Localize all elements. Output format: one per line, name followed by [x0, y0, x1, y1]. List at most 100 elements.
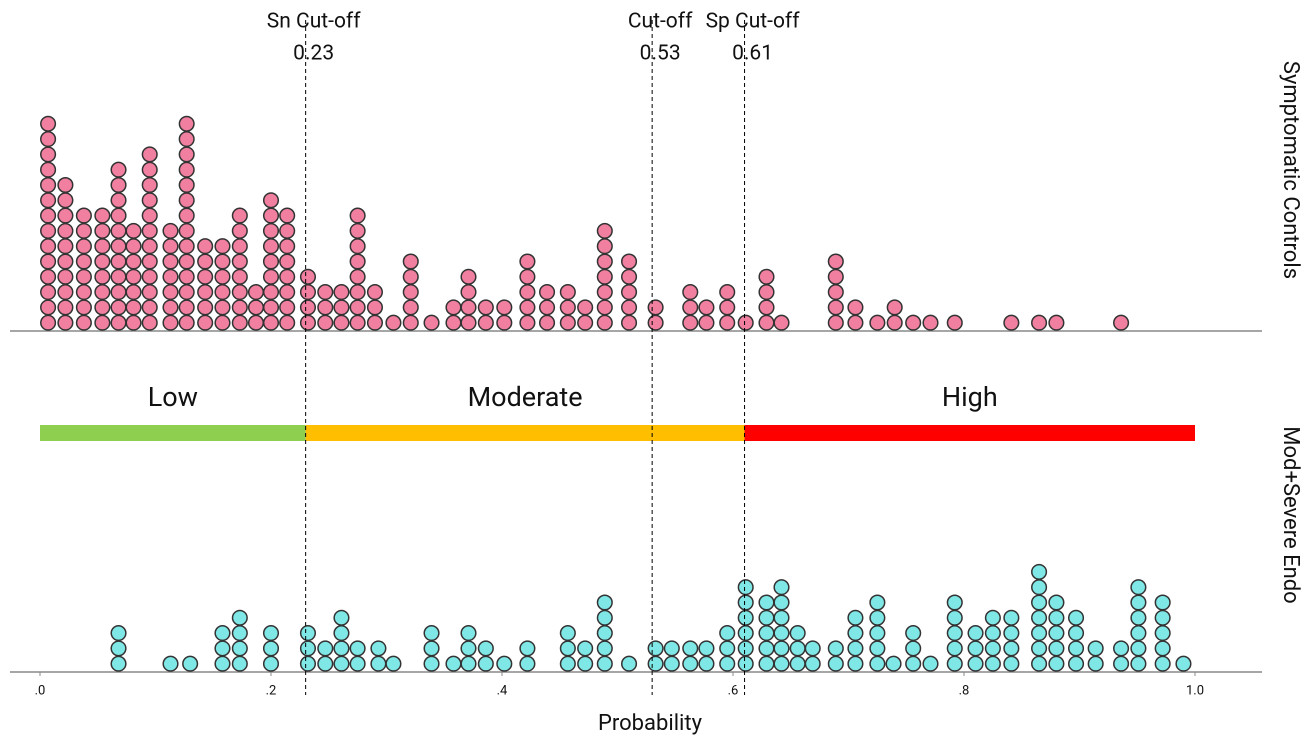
dot: [773, 594, 790, 611]
dot: [299, 284, 317, 301]
dot: [247, 314, 265, 331]
series-label: Mod+Severe Endo: [1278, 426, 1303, 603]
dot: [737, 579, 754, 596]
dot: [647, 314, 664, 331]
dot: [57, 268, 74, 285]
dot: [57, 176, 74, 194]
dot: [827, 284, 844, 301]
dot: [596, 284, 613, 301]
dot: [847, 625, 864, 642]
dot: [178, 192, 195, 209]
dot: [922, 314, 939, 331]
dot: [262, 314, 280, 331]
x-tick-label: .0: [35, 683, 46, 698]
dot: [402, 299, 419, 316]
dot: [1048, 655, 1065, 672]
dot: [299, 299, 317, 316]
dot: [349, 655, 366, 672]
dot: [538, 299, 556, 316]
dot: [758, 594, 775, 611]
x-tick-label: .2: [266, 683, 277, 698]
dot: [445, 299, 462, 316]
dot: [647, 299, 664, 316]
dot: [577, 299, 594, 316]
dot: [1031, 609, 1048, 626]
dot: [402, 253, 419, 270]
dot: [162, 314, 179, 331]
cutoff-value: 0.23: [293, 42, 334, 66]
risk-band: [744, 425, 1195, 441]
dot: [1067, 625, 1085, 642]
dot: [333, 314, 350, 331]
band-label: Low: [148, 381, 198, 413]
dot: [40, 222, 57, 239]
dot: [214, 284, 231, 301]
dot: [621, 268, 638, 285]
dot: [317, 655, 334, 672]
dot: [349, 640, 366, 657]
cutoff-value: 0.53: [640, 42, 681, 66]
dot: [349, 253, 366, 270]
dot: [110, 314, 127, 331]
dot: [559, 314, 576, 331]
dot: [445, 655, 462, 672]
dot: [737, 594, 754, 611]
dot: [773, 640, 790, 657]
dot: [1130, 655, 1147, 672]
dot: [869, 314, 886, 331]
dot: [40, 176, 57, 194]
dot: [847, 609, 864, 626]
dot: [262, 625, 280, 642]
dot: [946, 609, 963, 626]
dot: [758, 284, 775, 301]
dot: [110, 284, 127, 301]
dot: [279, 222, 296, 239]
dot: [262, 238, 280, 255]
x-tick-label: .4: [497, 683, 508, 698]
dot: [1130, 625, 1147, 642]
dot: [141, 284, 158, 301]
dot: [519, 314, 536, 331]
dot: [75, 284, 92, 301]
dot: [94, 299, 111, 316]
dot: [519, 640, 536, 657]
dot: [231, 222, 248, 239]
dot: [682, 284, 699, 301]
dot: [279, 268, 296, 285]
dot: [596, 299, 613, 316]
cutoff-name: Sp Cut-off: [706, 10, 801, 34]
x-tick-label: .6: [728, 683, 739, 698]
dot: [214, 625, 231, 642]
dot: [984, 625, 1001, 642]
dot: [559, 284, 576, 301]
dot: [162, 284, 179, 301]
dot: [967, 640, 984, 657]
dot: [333, 640, 350, 657]
dot: [1048, 609, 1065, 626]
x-tick-label: .8: [959, 683, 970, 698]
dot: [519, 299, 536, 316]
dot: [477, 640, 494, 657]
dot: [682, 314, 699, 331]
dot: [197, 253, 214, 270]
dot: [57, 299, 74, 316]
dot: [1048, 314, 1065, 331]
dot: [40, 314, 57, 331]
dot: [141, 146, 158, 163]
dot: [178, 299, 195, 316]
dot: [279, 299, 296, 316]
dot: [596, 609, 613, 626]
dot: [94, 284, 111, 301]
dot: [596, 640, 613, 657]
dot: [886, 314, 903, 331]
dot: [178, 238, 195, 255]
dot: [886, 299, 903, 316]
dot: [94, 314, 111, 331]
dot: [789, 625, 806, 642]
dot: [1048, 594, 1065, 611]
dot: [737, 314, 754, 331]
dot: [758, 609, 775, 626]
dot: [698, 299, 715, 316]
dot: [967, 625, 984, 642]
dot: [317, 299, 334, 316]
